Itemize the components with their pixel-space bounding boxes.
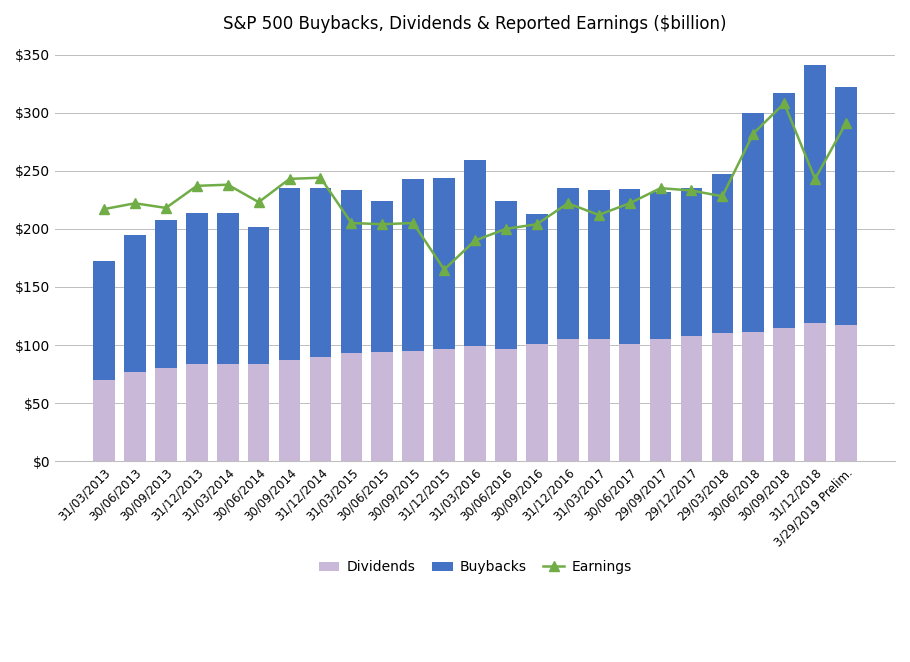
Bar: [340, 191, 362, 354]
Bar: [526, 344, 548, 461]
Bar: [557, 339, 579, 461]
Bar: [495, 349, 517, 461]
Bar: [340, 354, 362, 461]
Bar: [217, 363, 238, 461]
Bar: [155, 220, 177, 368]
Bar: [495, 201, 517, 349]
Bar: [124, 234, 146, 372]
Bar: [681, 188, 703, 336]
Bar: [557, 188, 579, 339]
Bar: [278, 360, 300, 461]
Bar: [681, 336, 703, 461]
Bar: [155, 368, 177, 461]
Bar: [248, 226, 269, 363]
Bar: [835, 87, 857, 325]
Bar: [371, 352, 393, 461]
Bar: [402, 351, 424, 461]
Bar: [774, 328, 795, 461]
Bar: [588, 339, 610, 461]
Bar: [278, 188, 300, 360]
Bar: [712, 174, 733, 334]
Bar: [619, 189, 641, 344]
Bar: [186, 213, 207, 363]
Bar: [526, 214, 548, 344]
Bar: [464, 160, 486, 346]
Bar: [619, 344, 641, 461]
Bar: [94, 380, 115, 461]
Bar: [309, 188, 331, 357]
Legend: Dividends, Buybacks, Earnings: Dividends, Buybacks, Earnings: [313, 555, 637, 580]
Bar: [804, 323, 826, 461]
Bar: [835, 325, 857, 461]
Bar: [743, 113, 764, 332]
Bar: [464, 346, 486, 461]
Bar: [804, 65, 826, 323]
Bar: [743, 332, 764, 461]
Bar: [124, 372, 146, 461]
Bar: [433, 177, 455, 349]
Bar: [433, 349, 455, 461]
Bar: [402, 179, 424, 351]
Bar: [712, 334, 733, 461]
Bar: [309, 357, 331, 461]
Bar: [217, 213, 238, 363]
Title: S&P 500 Buybacks, Dividends & Reported Earnings ($billion): S&P 500 Buybacks, Dividends & Reported E…: [223, 15, 727, 33]
Bar: [774, 93, 795, 328]
Bar: [650, 192, 672, 339]
Bar: [588, 191, 610, 339]
Bar: [248, 363, 269, 461]
Bar: [186, 363, 207, 461]
Bar: [94, 261, 115, 380]
Bar: [650, 339, 672, 461]
Bar: [371, 201, 393, 352]
